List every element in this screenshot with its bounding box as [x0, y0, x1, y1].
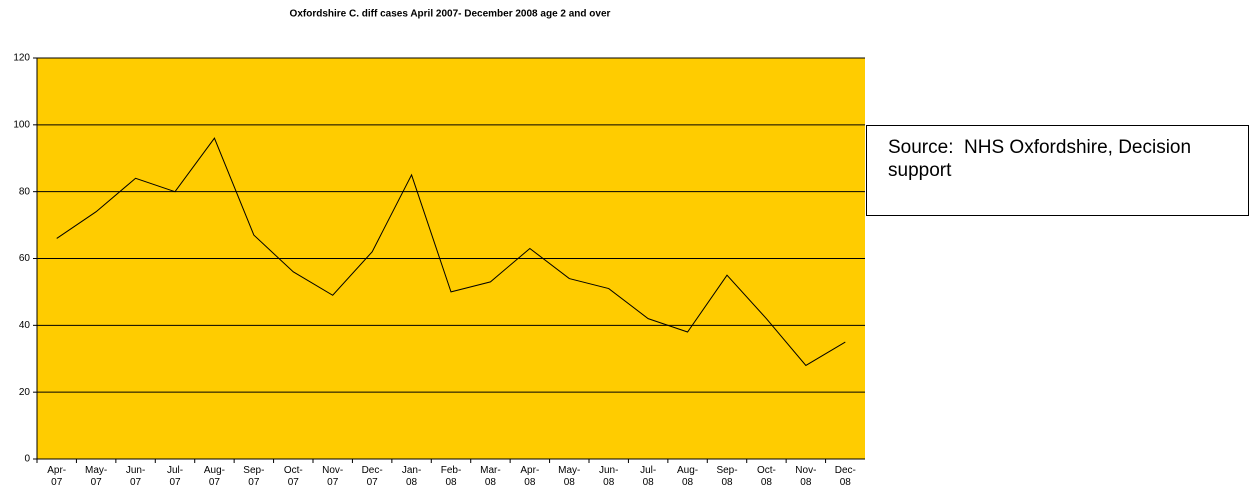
x-tick-label: Mar-08 — [480, 465, 501, 488]
y-tick-label: 120 — [13, 53, 30, 64]
x-tick-label: May-07 — [85, 465, 107, 488]
x-tick-label: Jan-08 — [402, 465, 421, 488]
x-tick-label: Oct-07 — [284, 465, 303, 488]
x-tick-label: Apr-07 — [47, 465, 66, 488]
x-tick-label: Sep-08 — [716, 465, 737, 488]
x-tick-label: May-08 — [558, 465, 580, 488]
x-tick-label: Nov-07 — [322, 465, 343, 488]
x-tick-label: Dec-08 — [835, 465, 856, 488]
y-tick-label: 0 — [24, 454, 30, 465]
x-tick-label: Aug-08 — [677, 465, 698, 488]
x-tick-label: Jun-08 — [599, 465, 618, 488]
y-tick-label: 80 — [19, 186, 31, 197]
annotation: Source: NHS Oxfordshire, Decision suppor… — [888, 137, 1197, 181]
y-tick-label: 60 — [19, 253, 31, 264]
x-tick-label: Dec-07 — [362, 465, 383, 488]
x-tick-label: Aug-07 — [204, 465, 225, 488]
y-tick-label: 20 — [19, 387, 31, 398]
chart-title: Oxfordshire C. diff cases April 2007- De… — [290, 9, 611, 20]
x-tick-label: Apr-08 — [520, 465, 539, 488]
line — [56, 137, 846, 367]
y-tick-label: 100 — [13, 119, 30, 130]
x-tick-label: Sep-07 — [243, 465, 264, 488]
x-tick-label: Nov-08 — [795, 465, 816, 488]
source-box: Source: NHS Oxfordshire, Decision suppor… — [866, 125, 1249, 216]
x-tick-label: Oct-08 — [757, 465, 776, 488]
x-tick-label: Feb-08 — [441, 465, 462, 488]
x-tick-label: Jul-07 — [167, 465, 183, 488]
x-tick-label: Jul-08 — [640, 465, 656, 488]
x-tick-label: Jun-07 — [126, 465, 145, 488]
y-tick-label: 40 — [19, 320, 31, 331]
